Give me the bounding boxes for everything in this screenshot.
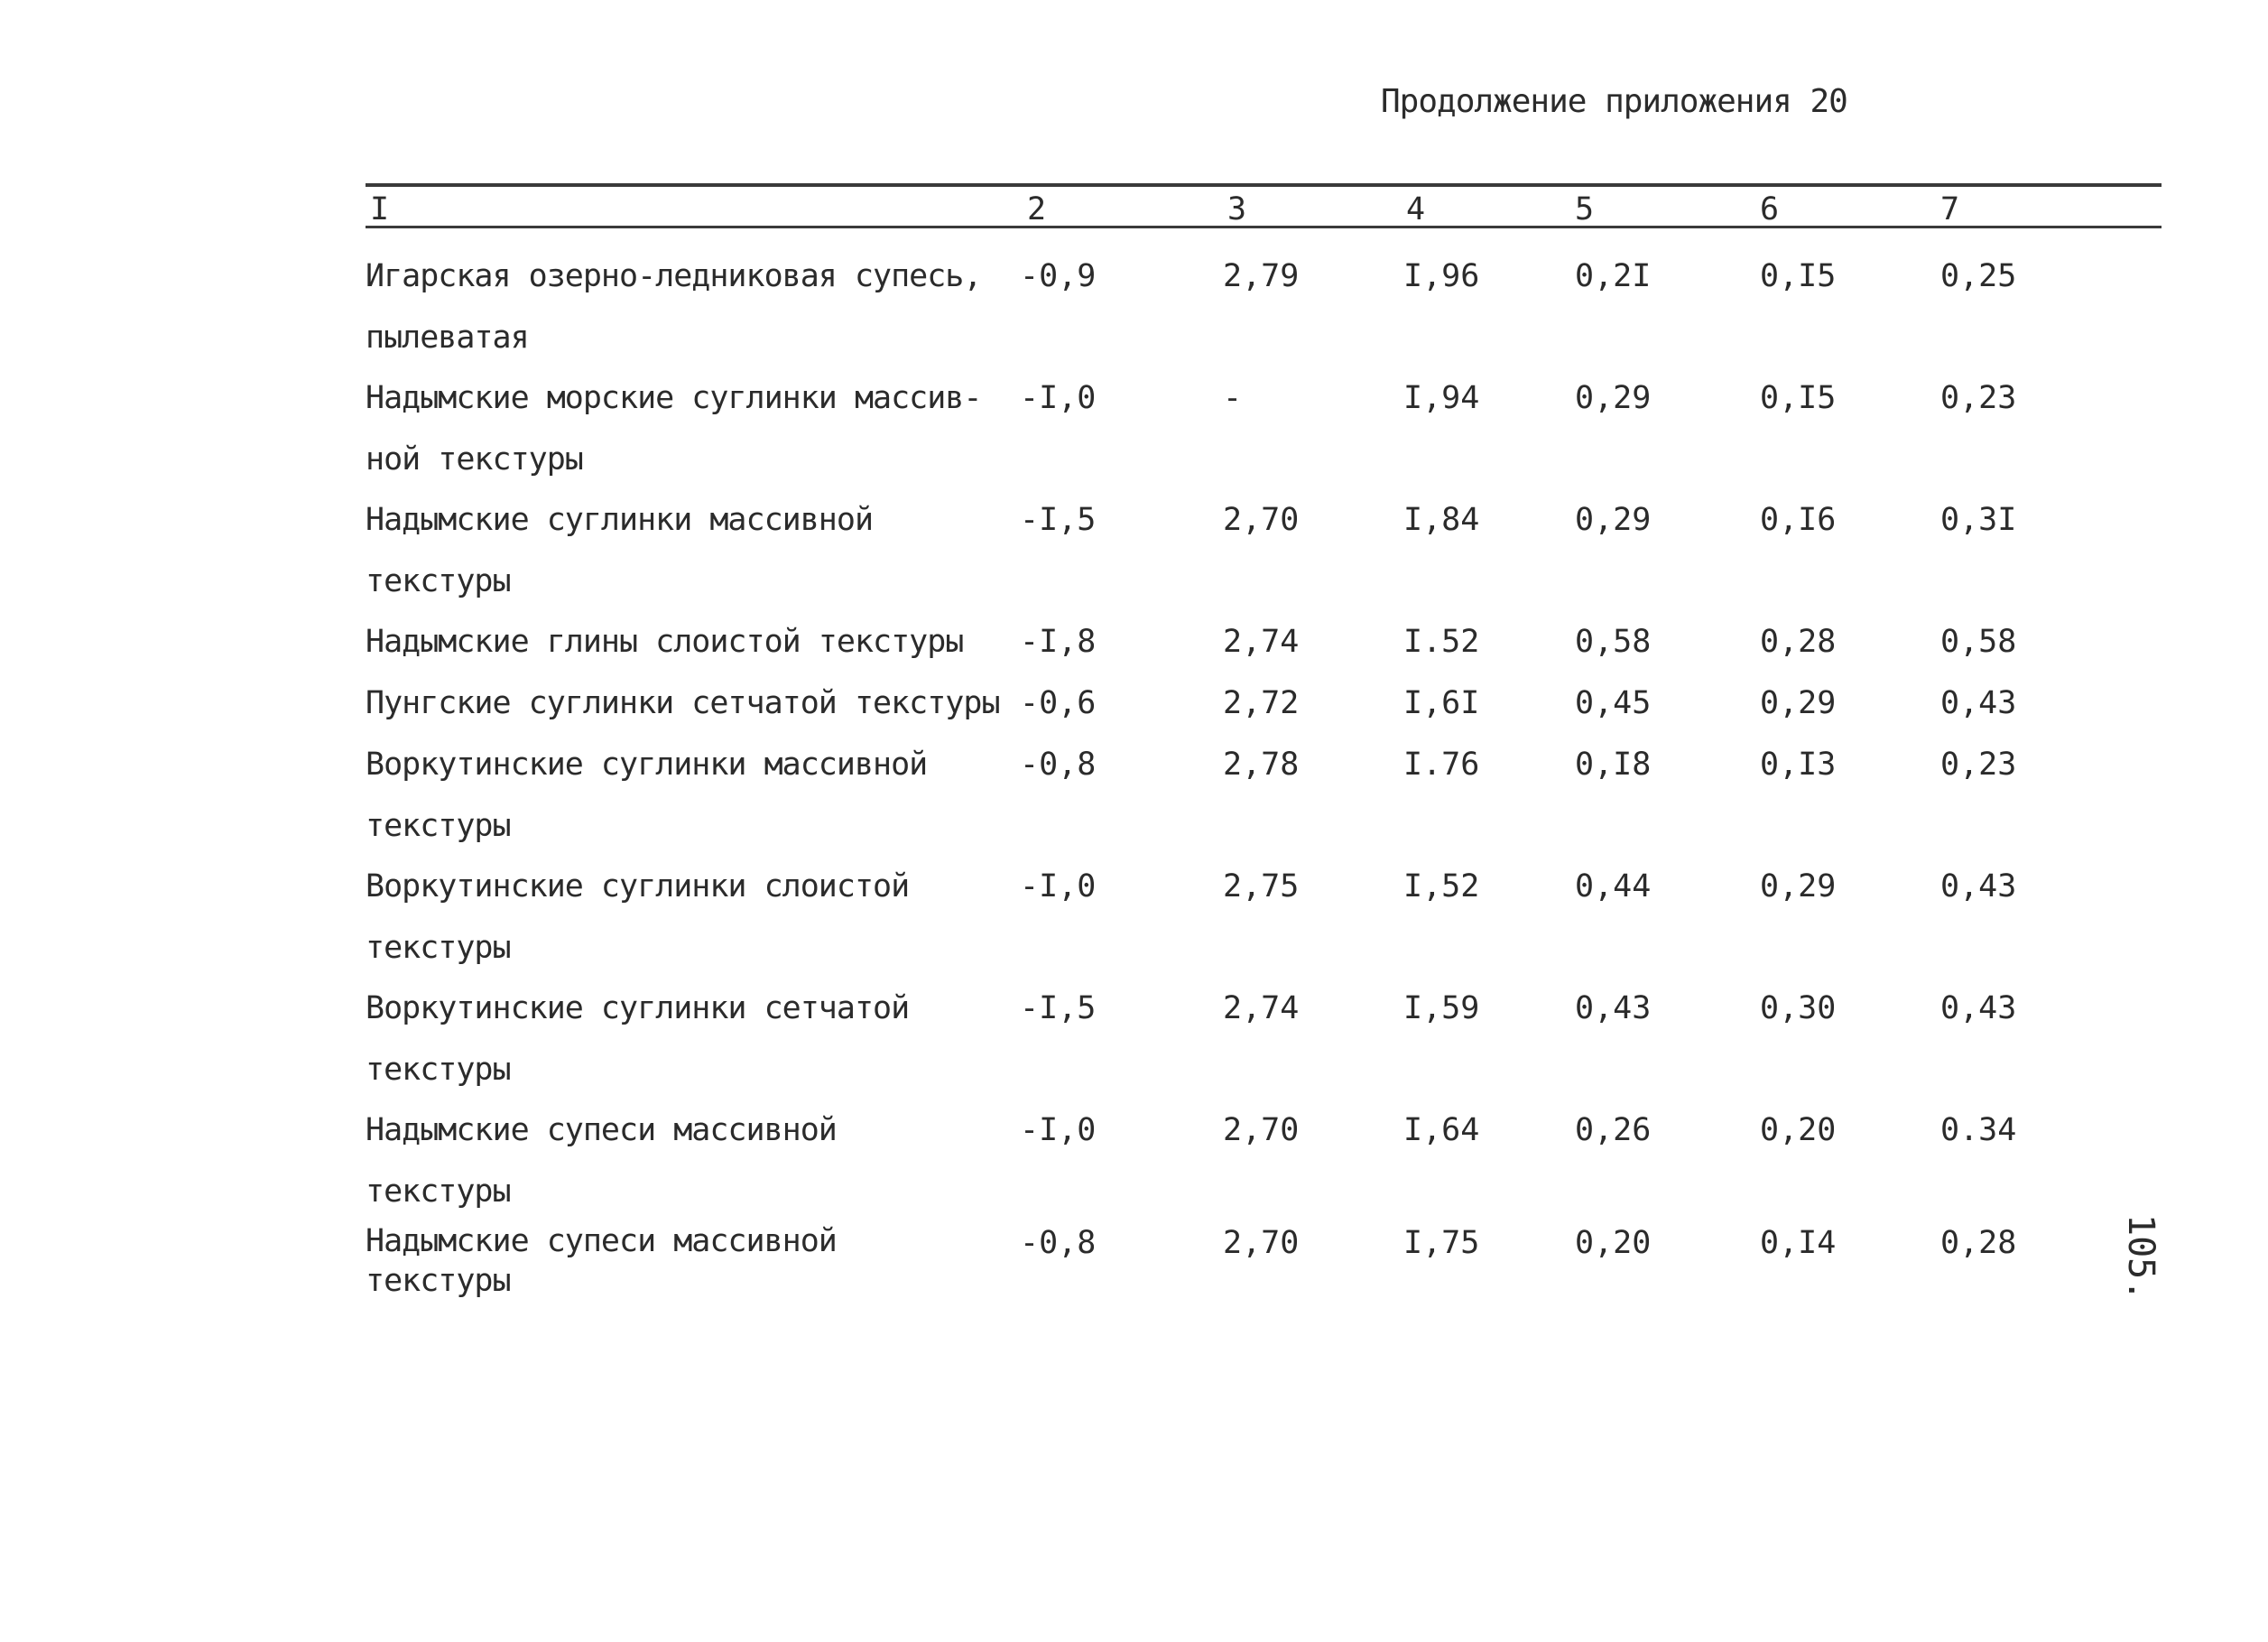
value-col-2: -0,8	[1020, 747, 1097, 783]
value-col-2: -I,0	[1020, 1112, 1097, 1148]
soil-name: Надымские суглинки массивной текстуры	[366, 502, 874, 599]
column-number-4: 4	[1406, 191, 1426, 227]
value-col-3: 2,72	[1223, 685, 1300, 721]
soil-name: Воркутинские суглинки сетчатой текстуры	[366, 990, 910, 1088]
value-col-2: -I,0	[1020, 380, 1097, 416]
column-number-1: I	[370, 191, 390, 227]
value-col-5: 0,45	[1575, 685, 1652, 721]
value-col-5: 0,58	[1575, 624, 1652, 660]
value-col-5: 0,26	[1575, 1112, 1652, 1148]
value-col-5: 0,I8	[1575, 747, 1652, 783]
value-col-4: I.76	[1403, 747, 1480, 783]
value-col-7: 0,43	[1940, 990, 2017, 1026]
value-col-5: 0,44	[1575, 868, 1652, 904]
value-col-6: 0,I3	[1760, 747, 1837, 783]
value-col-3: 2,70	[1223, 1112, 1300, 1148]
value-col-2: -I,8	[1020, 624, 1097, 660]
value-col-4: I,96	[1403, 258, 1480, 294]
column-number-7: 7	[1940, 191, 1960, 227]
value-col-4: I,52	[1403, 868, 1480, 904]
table-top-rule	[366, 183, 2162, 187]
value-col-5: 0,29	[1575, 380, 1652, 416]
value-col-6: 0,I5	[1760, 258, 1837, 294]
value-col-6: 0,28	[1760, 624, 1837, 660]
column-number-2: 2	[1027, 191, 1047, 227]
value-col-4: I.52	[1403, 624, 1480, 660]
value-col-6: 0,29	[1760, 868, 1837, 904]
page-heading: Продолжение приложения 20	[1381, 83, 1848, 120]
value-col-6: 0,30	[1760, 990, 1837, 1026]
soil-name: Надымские морские суглинки массив- ной т…	[366, 380, 982, 478]
value-col-6: 0,29	[1760, 685, 1837, 721]
soil-name: Воркутинские суглинки массивной текстуры	[366, 747, 928, 844]
soil-name: Надымские супеси массивной текстуры	[366, 1112, 838, 1210]
value-col-3: -	[1223, 380, 1243, 416]
value-col-7: 0,58	[1940, 624, 2017, 660]
value-col-5: 0,43	[1575, 990, 1652, 1026]
value-col-4: I,84	[1403, 502, 1480, 538]
value-col-7: 0,43	[1940, 685, 2017, 721]
value-col-3: 2,78	[1223, 747, 1300, 783]
value-col-6: 0,I6	[1760, 502, 1837, 538]
value-col-3: 2,70	[1223, 1225, 1300, 1261]
value-col-7: 0.34	[1940, 1112, 2017, 1148]
column-number-5: 5	[1575, 191, 1595, 227]
value-col-6: 0,I4	[1760, 1225, 1837, 1261]
value-col-5: 0,20	[1575, 1225, 1652, 1261]
soil-name: Надымские супеси массивной текстуры	[366, 1223, 838, 1299]
value-col-2: -0,8	[1020, 1225, 1097, 1261]
value-col-5: 0,29	[1575, 502, 1652, 538]
value-col-7: 0,23	[1940, 747, 2017, 783]
value-col-7: 0,43	[1940, 868, 2017, 904]
soil-name: Игарская озерно-ледниковая супесь, пылев…	[366, 258, 982, 356]
value-col-5: 0,2I	[1575, 258, 1652, 294]
value-col-7: 0,23	[1940, 380, 2017, 416]
value-col-2: -I,0	[1020, 868, 1097, 904]
value-col-4: I,64	[1403, 1112, 1480, 1148]
value-col-3: 2,74	[1223, 624, 1300, 660]
value-col-7: 0,28	[1940, 1225, 2017, 1261]
soil-name: Надымские глины слоистой текстуры	[366, 624, 964, 660]
value-col-3: 2,75	[1223, 868, 1300, 904]
value-col-4: I,59	[1403, 990, 1480, 1026]
value-col-2: -0,9	[1020, 258, 1097, 294]
value-col-6: 0,I5	[1760, 380, 1837, 416]
value-col-7: 0,25	[1940, 258, 2017, 294]
value-col-3: 2,70	[1223, 502, 1300, 538]
value-col-2: -I,5	[1020, 502, 1097, 538]
table-header-rule	[366, 226, 2162, 228]
soil-name: Пунгские суглинки сетчатой текстуры	[366, 685, 1001, 721]
value-col-4: I,94	[1403, 380, 1480, 416]
value-col-4: I,6I	[1403, 685, 1480, 721]
value-col-6: 0,20	[1760, 1112, 1837, 1148]
value-col-2: -0,6	[1020, 685, 1097, 721]
value-col-7: 0,3I	[1940, 502, 2017, 538]
soil-name: Воркутинские суглинки слоистой текстуры	[366, 868, 910, 966]
column-number-3: 3	[1227, 191, 1247, 227]
value-col-4: I,75	[1403, 1225, 1480, 1261]
page-number: 105.	[2120, 1214, 2162, 1302]
value-col-2: -I,5	[1020, 990, 1097, 1026]
value-col-3: 2,79	[1223, 258, 1300, 294]
value-col-3: 2,74	[1223, 990, 1300, 1026]
column-number-6: 6	[1760, 191, 1780, 227]
